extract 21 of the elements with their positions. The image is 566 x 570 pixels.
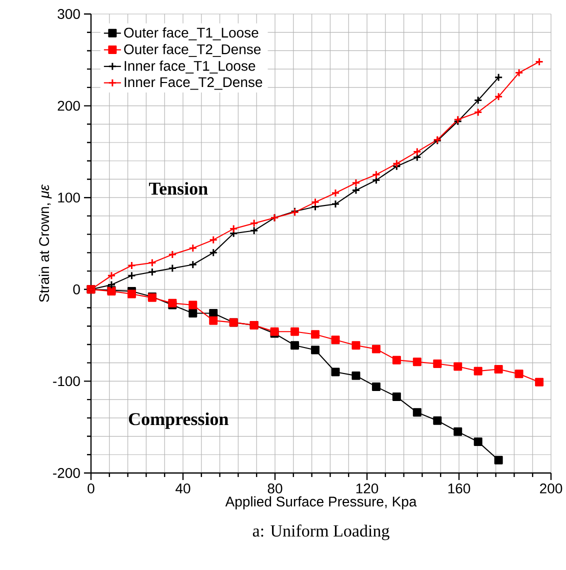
x-tick-label: 0	[88, 484, 94, 494]
x-tick-label: 80	[268, 484, 282, 494]
y-tick-label: -200	[53, 468, 80, 478]
y-axis-title: Strain at Crown, με	[38, 184, 52, 302]
y-tick-label: 100	[58, 192, 80, 203]
y-tick-label: 200	[58, 100, 80, 111]
legend-label: Inner Face_T2_Dense	[124, 77, 262, 90]
y-tick-label: -100	[53, 376, 80, 386]
text: a: Uniform Loading	[252, 524, 390, 540]
annotation: Compression	[128, 412, 228, 429]
y-tick-label: 300	[58, 9, 80, 19]
legend-label: Outer face_T1_Loose	[124, 27, 258, 40]
x-axis-title: Applied Surface Pressure, Kpa	[225, 496, 417, 510]
annotation: Tension	[148, 182, 208, 195]
x-tick-label: 200	[540, 484, 562, 494]
x-tick-label: 160	[448, 484, 470, 494]
x-tick-label: 120	[356, 484, 378, 494]
x-tick-label: 40	[176, 484, 190, 494]
y-tick-label: 0	[73, 284, 80, 294]
legend-label: Outer face_T2_Dense	[124, 44, 261, 57]
legend-label: Inner face_T1_Loose	[124, 60, 256, 74]
